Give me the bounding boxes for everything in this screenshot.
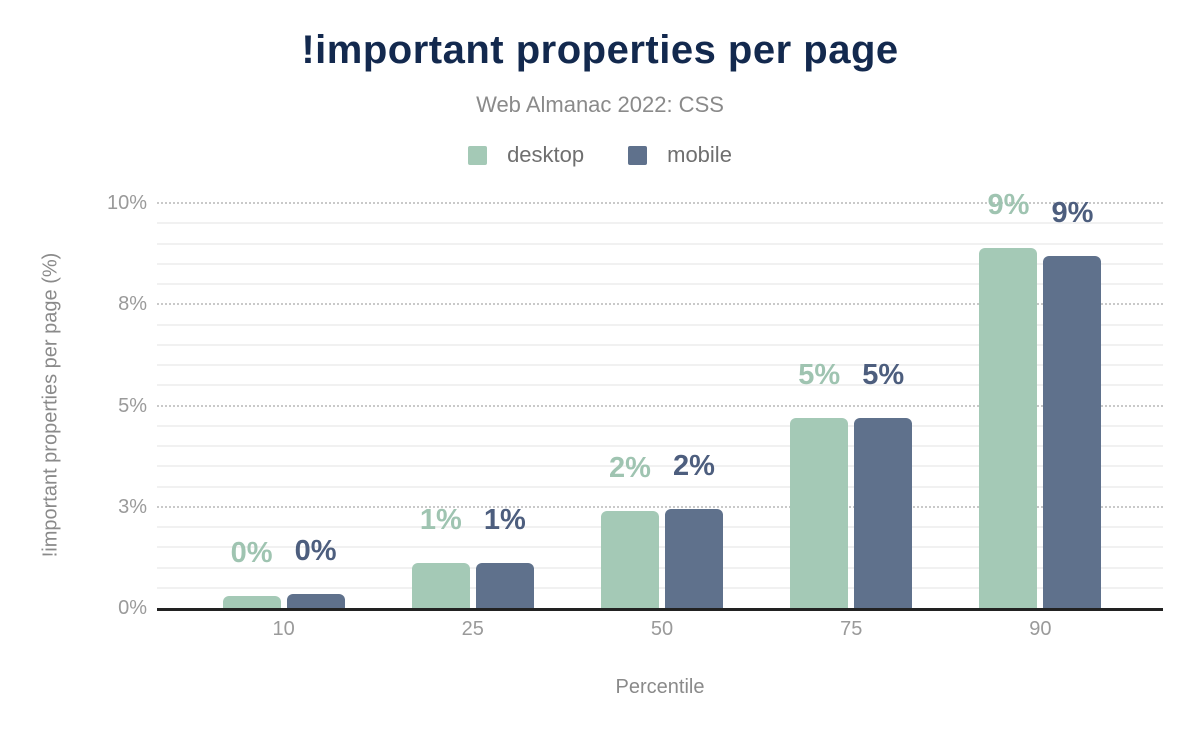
gridline-minor-4.5 (157, 424, 1163, 427)
gridline-minor-7 (157, 323, 1163, 326)
bar-desktop-p90: 9% (979, 189, 1038, 608)
bar-mobile-p10: 0% (286, 535, 345, 608)
bar-desktop-p25: 1% (411, 504, 470, 608)
bar-mobile-p50: 2% (665, 450, 723, 608)
bar-mobile-p90: 9% (1043, 197, 1102, 608)
gridline-minor-9 (157, 242, 1163, 245)
bar-group-p50: 2% 2% (567, 203, 756, 608)
value-label-mobile-p50: 2% (673, 449, 715, 482)
value-label-mobile-p90: 9% (1051, 196, 1094, 229)
gridline-minor-6 (157, 364, 1163, 366)
value-label-desktop-p25: 1% (419, 504, 462, 537)
legend: desktop mobile (0, 142, 1200, 168)
legend-item-mobile[interactable]: mobile (628, 142, 732, 168)
gridline-minor-1.5 (157, 546, 1163, 549)
y-tick-0%: 0% (118, 597, 147, 619)
bar-group-p10: 0% 0% (189, 203, 378, 608)
gridline-minor-5.5 (157, 384, 1163, 387)
bar-desktop-p10: 0% (222, 537, 281, 608)
plot-area: 0% 0% 1% 1% 2% 2% 5% 5% 9% 9% (157, 189, 1163, 611)
x-tick-25: 25 (461, 618, 484, 640)
x-tick-10: 10 (272, 618, 295, 640)
gridline-minor-3 (157, 485, 1163, 488)
y-tick-3%: 3% (118, 495, 147, 518)
value-label-desktop-p75: 5% (798, 358, 841, 391)
y-tick-10%: 10% (106, 192, 147, 214)
legend-item-desktop[interactable]: desktop (468, 142, 584, 168)
bar-desktop-p75: 5% (790, 359, 849, 608)
gridline-minor-2 (157, 526, 1163, 528)
legend-swatch-desktop-icon (468, 145, 488, 165)
gridline-minor-6.5 (157, 343, 1163, 346)
bar-group-p75: 5% 5% (757, 203, 946, 608)
bar-group-p90: 9% 9% (946, 189, 1135, 608)
chart-title: !important properties per page (301, 28, 899, 72)
legend-swatch-mobile-icon (628, 145, 648, 165)
bar-mobile-p75: 5% (854, 359, 913, 608)
gridline-minor-3.5 (157, 465, 1163, 468)
gridline-major-10 (157, 202, 1163, 204)
value-label-desktop-p90: 9% (987, 188, 1030, 221)
x-axis-title: Percentile (615, 676, 705, 698)
gridline-minor-0.5 (157, 586, 1163, 589)
bar-groups: 0% 0% 1% 1% 2% 2% 5% 5% 9% 9% (157, 189, 1163, 608)
x-tick-90: 90 (1029, 618, 1052, 640)
gridline-minor-9.5 (157, 222, 1163, 225)
gridline-minor-8 (157, 283, 1163, 285)
gridline-major-2.5 (157, 505, 1163, 508)
y-tick-5%: 5% (118, 394, 147, 417)
gridline-minor-4 (157, 445, 1163, 447)
value-label-mobile-p75: 5% (862, 358, 905, 391)
legend-label-mobile: mobile (667, 142, 732, 167)
bar-mobile-p25: 1% (475, 504, 534, 608)
value-label-desktop-p50: 2% (609, 451, 651, 484)
y-tick-8%: 8% (118, 293, 147, 316)
x-tick-75: 75 (840, 618, 863, 640)
legend-label-desktop: desktop (507, 142, 585, 167)
gridline-minor-1 (157, 566, 1163, 569)
value-label-mobile-p10: 0% (294, 534, 337, 567)
gridline-major-5 (157, 404, 1163, 407)
chart-subtitle: Web Almanac 2022: CSS (476, 92, 724, 117)
value-label-desktop-p10: 0% (230, 536, 273, 569)
bar-desktop-p50: 2% (601, 452, 659, 608)
bar-group-p25: 1% 1% (378, 203, 567, 608)
x-tick-50: 50 (650, 618, 674, 640)
x-axis-ticks: 10 25 50 75 90 (157, 618, 1163, 641)
gridline-major-7.5 (157, 303, 1163, 306)
gridline-minor-8.5 (157, 262, 1163, 265)
value-label-mobile-p25: 1% (483, 504, 526, 537)
